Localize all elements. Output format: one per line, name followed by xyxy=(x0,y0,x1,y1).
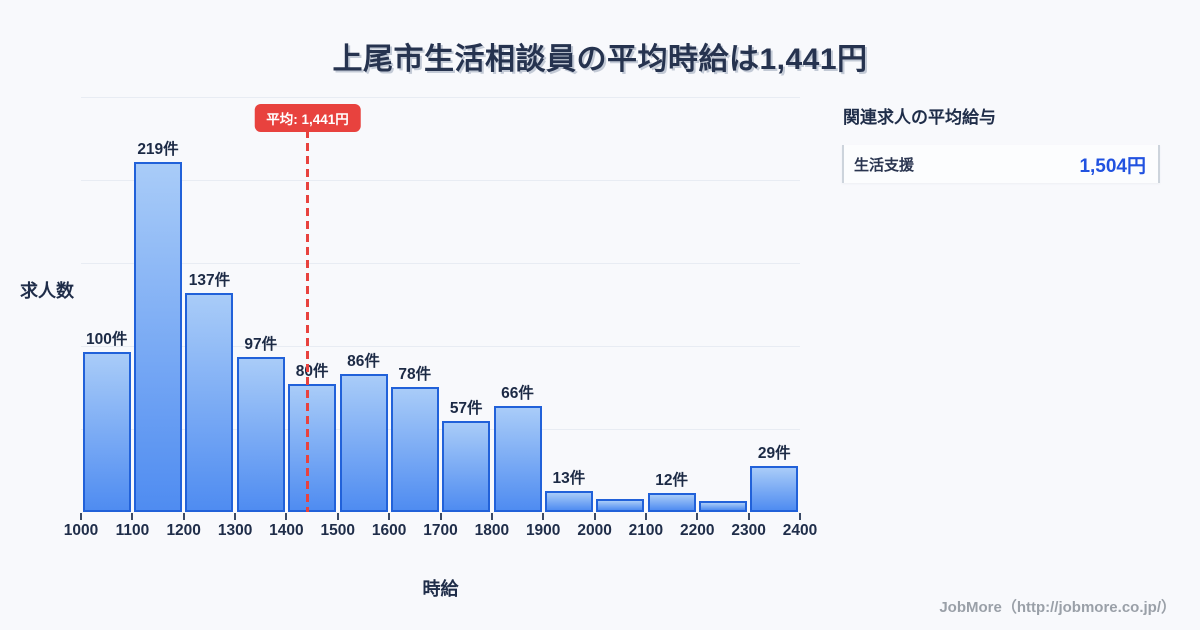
bar-value-label: 29件 xyxy=(757,445,791,462)
gridline xyxy=(81,346,800,347)
x-tick-mark xyxy=(234,513,237,520)
x-tick-label: 1200 xyxy=(166,522,201,539)
x-tick-label: 1700 xyxy=(423,522,458,539)
x-tick-label: 1400 xyxy=(269,522,304,539)
bar-value-label: 13件 xyxy=(552,470,586,487)
bar-value-label: 86件 xyxy=(347,353,380,370)
histogram-bar xyxy=(442,421,491,512)
x-tick-mark xyxy=(696,513,699,520)
bar-value-label: 100件 xyxy=(86,331,128,348)
bar-value-label: 137件 xyxy=(188,272,231,289)
x-tick-mark xyxy=(285,513,288,520)
gridline xyxy=(81,429,800,430)
x-tick-mark xyxy=(542,513,545,520)
average-badge: 平均: 1,441円 xyxy=(254,104,361,132)
x-tick-label: 1000 xyxy=(63,522,99,539)
x-tick-mark xyxy=(490,513,493,520)
bar-value-label: 80件 xyxy=(295,363,329,380)
histogram-bar xyxy=(750,466,799,512)
histogram-bar xyxy=(82,352,131,512)
x-tick-label: 1800 xyxy=(474,522,510,539)
x-tick-mark xyxy=(336,513,339,520)
page-title: 上尾市生活相談員の平均時給は1,441円 xyxy=(332,43,868,76)
histogram-bar xyxy=(339,374,388,512)
x-tick-mark xyxy=(799,513,801,520)
gridline xyxy=(81,97,800,98)
bar-value-label: 57件 xyxy=(449,400,483,417)
histogram-bar xyxy=(288,384,337,512)
bar-value-label: 97件 xyxy=(244,336,278,353)
x-tick-label: 2200 xyxy=(680,522,715,539)
gridline xyxy=(81,263,800,264)
x-tick-label: 1300 xyxy=(217,522,253,539)
bar-value-label: 219件 xyxy=(137,141,179,158)
x-tick-mark xyxy=(131,513,134,520)
histogram-bar xyxy=(596,499,645,512)
panel-heading: 関連求人の平均給与 xyxy=(843,108,996,127)
x-tick-mark xyxy=(747,513,750,520)
average-line xyxy=(306,130,309,512)
histogram-bar xyxy=(185,293,234,512)
x-tick-mark xyxy=(80,513,82,520)
x-axis-label: 時給 xyxy=(422,579,459,599)
x-tick-mark xyxy=(439,513,442,520)
histogram-bar xyxy=(134,162,183,512)
histogram-bar xyxy=(699,501,747,512)
bar-value-label: 78件 xyxy=(398,366,432,383)
histogram-bar xyxy=(236,357,285,512)
x-tick-label: 2000 xyxy=(577,522,612,539)
y-axis-label: 求人数 xyxy=(20,281,74,301)
bar-value-label: 66件 xyxy=(501,385,534,402)
x-tick-label: 1100 xyxy=(115,522,150,539)
x-tick-label: 2400 xyxy=(782,522,818,539)
related-job-value: 1,504円 xyxy=(1079,155,1146,177)
x-tick-mark xyxy=(593,513,596,520)
x-tick-label: 1600 xyxy=(371,522,407,539)
bar-value-label: 12件 xyxy=(655,472,688,489)
histogram-bar xyxy=(390,387,439,512)
x-tick-label: 2100 xyxy=(628,522,664,539)
histogram-bar xyxy=(493,406,542,512)
related-job-row: 生活支援 1,504円 xyxy=(842,145,1160,183)
histogram-bar xyxy=(647,493,696,512)
footer-credit: JobMore（http://jobmore.co.jp/） xyxy=(939,599,1176,616)
x-tick-mark xyxy=(644,513,647,520)
x-tick-label: 1500 xyxy=(320,522,356,539)
x-tick-mark xyxy=(182,513,185,520)
histogram-bar xyxy=(544,491,593,512)
x-tick-label: 1900 xyxy=(525,522,561,539)
related-job-label: 生活支援 xyxy=(854,156,915,174)
gridline xyxy=(81,180,800,181)
x-tick-label: 2300 xyxy=(731,522,766,539)
x-tick-mark xyxy=(388,513,391,520)
